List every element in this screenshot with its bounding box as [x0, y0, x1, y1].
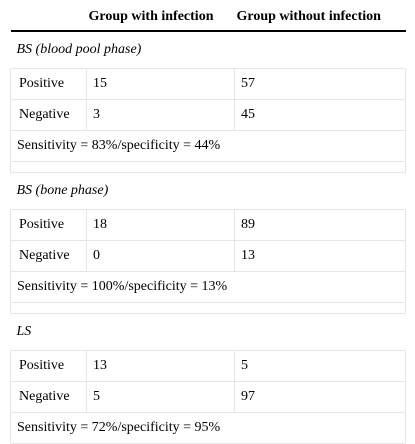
row-label: Positive — [10, 209, 87, 241]
summary-row: Sensitivity = 72%/specificity = 95% — [10, 412, 406, 444]
with-infection-value: 0 — [86, 240, 235, 272]
summary-row: Sensitivity = 83%/specificity = 44% — [10, 130, 406, 162]
header-blank-cell — [10, 4, 87, 32]
spacer-row — [10, 302, 406, 314]
without-infection-value: 13 — [234, 240, 406, 272]
section-title: BS (bone phase) — [10, 172, 406, 210]
summary-text: Sensitivity = 100%/specificity = 13% — [10, 271, 406, 303]
section-title-row: BS (blood pool phase) — [10, 31, 406, 69]
without-infection-value: 89 — [234, 209, 406, 241]
summary-text: Sensitivity = 83%/specificity = 44% — [10, 130, 406, 162]
table-row: Positive 18 89 — [10, 209, 406, 241]
summary-text: Sensitivity = 72%/specificity = 95% — [10, 412, 406, 444]
table-row: Negative 5 97 — [10, 381, 406, 413]
section-title: LS — [10, 313, 406, 351]
summary-row: Sensitivity = 100%/specificity = 13% — [10, 271, 406, 303]
with-infection-value: 15 — [86, 68, 235, 100]
without-infection-value: 57 — [234, 68, 406, 100]
spacer-row — [10, 161, 406, 173]
section-title-row: BS (bone phase) — [10, 172, 406, 210]
row-label: Positive — [10, 68, 87, 100]
header-without-infection: Group without infection — [234, 4, 406, 32]
results-table: Group with infection Group without infec… — [10, 4, 406, 444]
table-row: Negative 0 13 — [10, 240, 406, 272]
row-label: Positive — [10, 350, 87, 382]
table-row: Positive 13 5 — [10, 350, 406, 382]
without-infection-value: 97 — [234, 381, 406, 413]
header-with-infection: Group with infection — [86, 4, 235, 32]
table-row: Positive 15 57 — [10, 68, 406, 100]
without-infection-value: 45 — [234, 99, 406, 131]
without-infection-value: 5 — [234, 350, 406, 382]
row-label: Negative — [10, 99, 87, 131]
row-label: Negative — [10, 381, 87, 413]
with-infection-value: 13 — [86, 350, 235, 382]
table-row: Negative 3 45 — [10, 99, 406, 131]
with-infection-value: 3 — [86, 99, 235, 131]
row-label: Negative — [10, 240, 87, 272]
with-infection-value: 18 — [86, 209, 235, 241]
section-title-row: LS — [10, 313, 406, 351]
header-row: Group with infection Group without infec… — [10, 4, 406, 32]
section-title: BS (blood pool phase) — [10, 31, 406, 69]
with-infection-value: 5 — [86, 381, 235, 413]
